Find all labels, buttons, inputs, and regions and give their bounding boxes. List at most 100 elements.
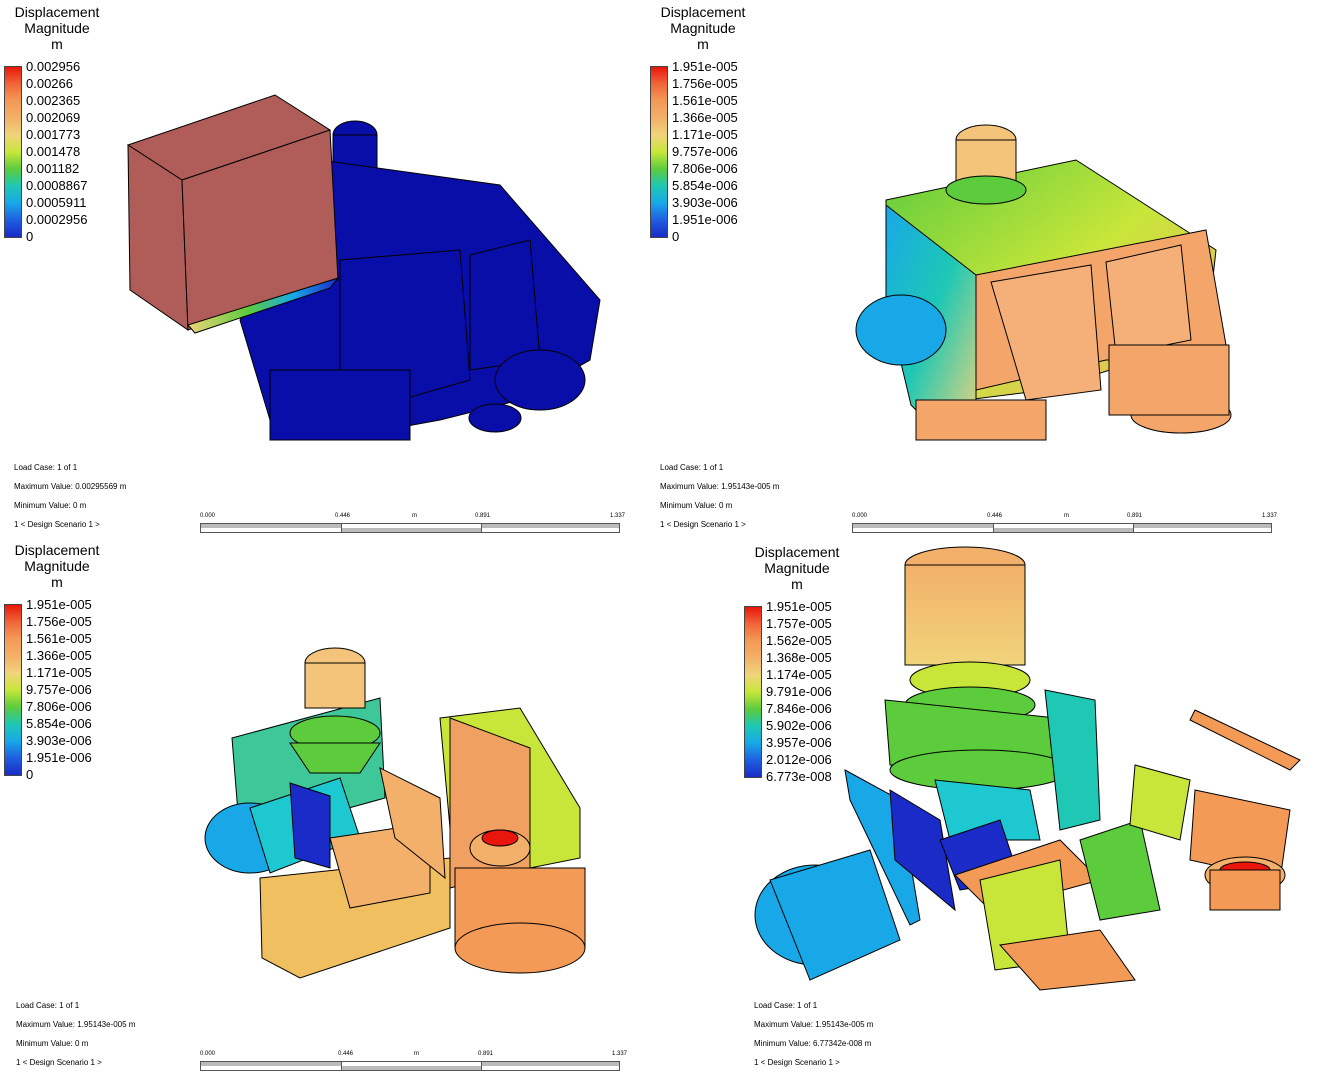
legend-value: 0	[26, 229, 34, 244]
scale-tick-label: 0.000	[200, 1051, 216, 1057]
legend-value: 0.0008867	[26, 178, 88, 193]
legend-value: 1.368e-005	[766, 650, 832, 665]
legend-value: 0.002365	[26, 93, 81, 108]
min-value-text: Minimum Value: 0 m	[660, 501, 733, 510]
result-panel-2: Displacement Magnitude m 1.951e-005 1.75…	[646, 0, 1325, 540]
result-info: Load Case: 1 of 1 Maximum Value: 1.95143…	[16, 996, 135, 1072]
legend-value: 0.001773	[26, 127, 81, 142]
legend-unit: m	[697, 36, 709, 52]
legend-unit: m	[51, 574, 63, 590]
legend-value: 2.012e-006	[766, 752, 832, 767]
legend-value: 9.757e-006	[26, 682, 92, 697]
legend-value: 0	[672, 229, 680, 244]
legend-value: 0.00266	[26, 76, 73, 91]
legend-value: 1.561e-005	[672, 93, 738, 108]
legend-value: 5.854e-006	[672, 178, 738, 193]
legend-title-line1: Displacement	[660, 4, 746, 20]
legend-value: 1.951e-005	[672, 59, 738, 74]
legend-values: 1.951e-005 1.756e-005 1.561e-005 1.366e-…	[672, 58, 738, 245]
length-scale-bar: 0.000 0.446 m 0.891 1.337	[200, 513, 625, 535]
scale-tick-label: 0.000	[200, 513, 216, 519]
load-block	[126, 94, 340, 334]
load-case-text: Load Case: 1 of 1	[16, 1001, 80, 1010]
load-case-text: Load Case: 1 of 1	[660, 463, 724, 472]
result-info: Load Case: 1 of 1 Maximum Value: 1.95143…	[754, 996, 873, 1072]
max-value-text: Maximum Value: 1.95143e-005 m	[754, 1020, 874, 1029]
fea-model-view[interactable]	[740, 540, 1325, 1000]
legend-value: 3.957e-006	[766, 735, 832, 750]
scale-unit: m	[1064, 513, 1069, 519]
scenario-text: 1 < Design Scenario 1 >	[754, 1058, 840, 1067]
scale-tick-label: 0.000	[852, 513, 868, 519]
legend-value: 1.756e-005	[26, 614, 92, 629]
legend-title-line1: Displacement	[14, 542, 100, 558]
legend-value: 3.903e-006	[672, 195, 738, 210]
legend-value: 0	[26, 767, 34, 782]
legend-title-line1: Displacement	[14, 4, 100, 20]
exploded-assembly	[754, 546, 1301, 991]
scale-tick-label: 0.446	[338, 1051, 354, 1057]
legend-title: Displacement Magnitude m	[2, 542, 112, 590]
fea-model-view[interactable]	[0, 538, 660, 998]
color-scale-bar	[4, 604, 22, 776]
legend-value: 1.171e-005	[26, 665, 92, 680]
color-scale-bar	[650, 66, 668, 238]
scale-tick-label: 0.891	[478, 1051, 494, 1057]
legend-value: 5.902e-006	[766, 718, 832, 733]
scale-unit: m	[412, 513, 417, 519]
load-case-text: Load Case: 1 of 1	[754, 1001, 818, 1010]
legend-value: 0.002069	[26, 110, 81, 125]
legend-value: 1.171e-005	[672, 127, 738, 142]
result-info: Load Case: 1 of 1 Maximum Value: 0.00295…	[14, 458, 126, 534]
length-scale-bar: 0.000 0.446 m 0.891 1.337	[200, 1051, 627, 1073]
legend-values: 0.002956 0.00266 0.002365 0.002069 0.001…	[26, 58, 87, 245]
color-scale-bar	[4, 66, 22, 238]
length-scale-bar: 0.000 0.446 m 0.891 1.337	[852, 513, 1277, 535]
legend-title: Displacement Magnitude m	[742, 544, 852, 592]
legend-values: 1.951e-005 1.756e-005 1.561e-005 1.366e-…	[26, 596, 92, 783]
scale-unit: m	[414, 1051, 419, 1057]
legend-title-line2: Magnitude	[764, 560, 830, 576]
legend-value: 3.903e-006	[26, 733, 92, 748]
legend-value: 1.951e-006	[672, 212, 738, 227]
min-value-text: Minimum Value: 0 m	[14, 501, 87, 510]
scale-tick-label: 0.891	[1127, 513, 1143, 519]
legend-value: 1.366e-005	[672, 110, 738, 125]
result-info: Load Case: 1 of 1 Maximum Value: 1.95143…	[660, 458, 779, 534]
scale-tick-label: 1.337	[1262, 513, 1278, 519]
scale-tick-label: 1.337	[612, 1051, 628, 1057]
scale-tick-label: 0.446	[335, 513, 351, 519]
legend-title: Displacement Magnitude m	[2, 4, 112, 52]
legend-value: 1.756e-005	[672, 76, 738, 91]
fea-model-view[interactable]	[0, 0, 660, 460]
legend-value: 7.806e-006	[672, 161, 738, 176]
legend-value: 1.561e-005	[26, 631, 92, 646]
legend-value: 0.001478	[26, 144, 81, 159]
legend-value: 7.846e-006	[766, 701, 832, 716]
housing-body	[855, 124, 1232, 441]
legend-value: 6.773e-008	[766, 769, 832, 784]
color-scale-bar	[744, 606, 762, 778]
max-value-text: Maximum Value: 1.95143e-005 m	[16, 1020, 136, 1029]
fea-model-view[interactable]	[646, 0, 1325, 460]
legend-value: 0.002956	[26, 59, 81, 74]
legend-title-line1: Displacement	[754, 544, 840, 560]
scale-tick-label: 0.891	[475, 513, 491, 519]
result-panel-3: Displacement Magnitude m 1.951e-005 1.75…	[0, 538, 660, 1092]
legend-value: 7.806e-006	[26, 699, 92, 714]
legend-value: 0.001182	[26, 161, 80, 176]
legend-value: 5.854e-006	[26, 716, 92, 731]
result-panel-4: Displacement Magnitude m 1.951e-005 1.75…	[740, 540, 1325, 1092]
scenario-text: 1 < Design Scenario 1 >	[14, 520, 100, 529]
legend-title: Displacement Magnitude m	[648, 4, 758, 52]
legend-value: 1.562e-005	[766, 633, 832, 648]
min-value-text: Minimum Value: 0 m	[16, 1039, 89, 1048]
legend-value: 9.757e-006	[672, 144, 738, 159]
result-panel-1: Displacement Magnitude m 0.002956 0.0026…	[0, 0, 660, 540]
legend-title-line2: Magnitude	[24, 558, 90, 574]
legend-value: 1.174e-005	[766, 667, 832, 682]
legend-value: 1.951e-005	[766, 599, 832, 614]
legend-title-line2: Magnitude	[670, 20, 736, 36]
scale-tick-label: 0.446	[987, 513, 1003, 519]
legend-value: 0.0002956	[26, 212, 88, 227]
